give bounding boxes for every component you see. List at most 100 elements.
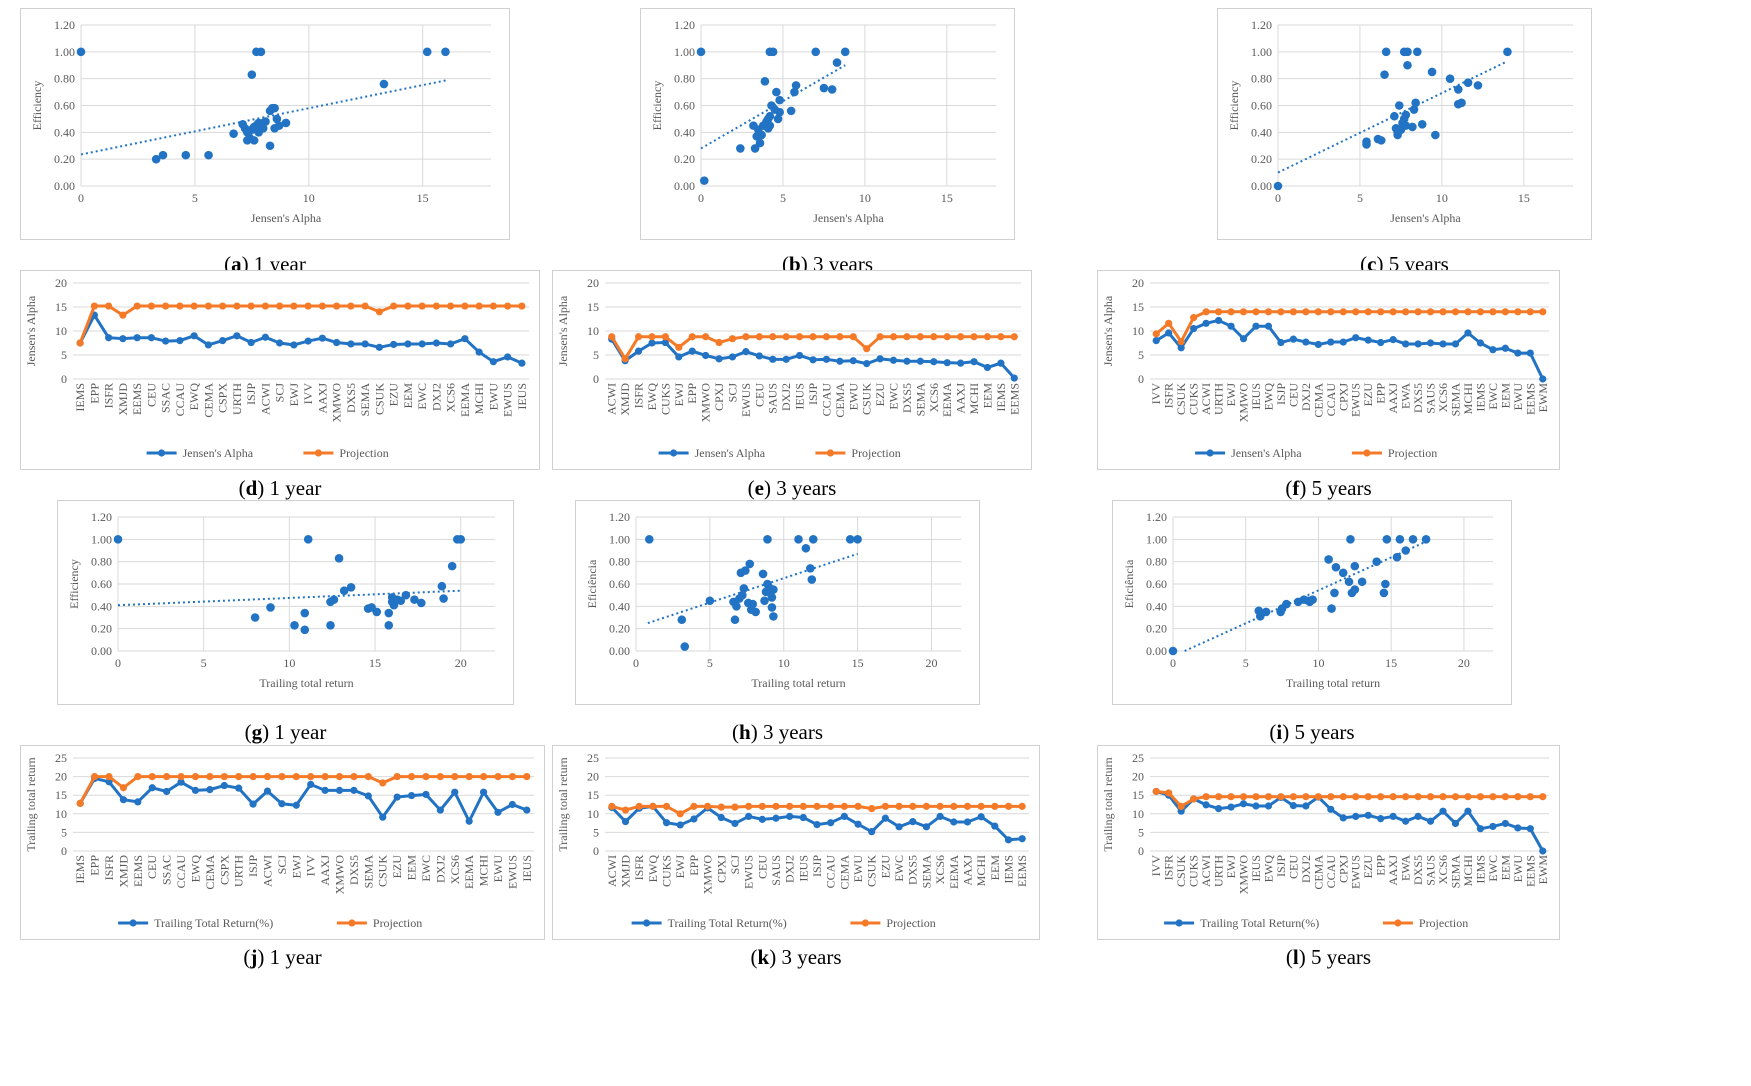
x-tick-label: URTH <box>1212 383 1226 415</box>
series-point <box>703 802 712 810</box>
series-point <box>436 806 444 814</box>
caption-letter: (a) <box>224 252 254 276</box>
y-tick-label: 1.20 <box>674 18 695 32</box>
series-point <box>936 802 944 810</box>
series-line <box>78 776 528 825</box>
scatter-point <box>1401 546 1411 555</box>
y-tick-label: 1.20 <box>1146 510 1167 524</box>
scatter-point <box>1168 646 1178 656</box>
chart-panel-j: 0 5 10 15 20 25 Trailing total return IEMS EPP IS… <box>20 745 545 940</box>
x-tick-label: CEMA <box>201 383 215 418</box>
x-tick-label: CCAU <box>174 855 188 889</box>
series-point <box>1389 308 1397 316</box>
scatter-point <box>229 129 238 138</box>
series-point <box>782 355 790 363</box>
series-point <box>1202 308 1210 316</box>
series-point <box>963 802 972 810</box>
series-point <box>662 802 671 810</box>
series-point <box>422 790 430 799</box>
y-tick-label: 5 <box>61 348 67 362</box>
scatter-point <box>768 47 778 57</box>
series-point <box>943 333 951 341</box>
scatter-point <box>763 535 772 544</box>
series-point <box>795 351 804 360</box>
series-point <box>1514 308 1522 316</box>
series-point <box>119 796 128 804</box>
series-point <box>261 302 269 310</box>
scatter-point <box>417 598 426 608</box>
scatter-point <box>806 564 815 573</box>
series-point <box>1489 822 1497 831</box>
series-point <box>1004 836 1013 844</box>
scatter-point <box>751 607 760 617</box>
scatter-point <box>1445 74 1455 83</box>
x-tick-label: DXJ2 <box>783 855 797 883</box>
series-point <box>1426 339 1435 347</box>
caption-text: 5 years <box>1294 720 1355 744</box>
x-tick-label: SCJ <box>728 855 742 875</box>
series-point <box>361 302 369 310</box>
series-point <box>494 773 502 781</box>
scatter-point <box>767 593 777 602</box>
series-point <box>1364 308 1372 316</box>
scatter-point <box>441 47 450 57</box>
series-point <box>134 773 142 781</box>
figure-caption: (f) 5 years <box>1097 476 1560 501</box>
scatter-point <box>1431 130 1440 140</box>
caption-letter: (f) <box>1285 476 1312 500</box>
series-point <box>1426 793 1435 801</box>
series-line <box>78 312 523 365</box>
series-point <box>688 333 696 341</box>
x-tick-label: EWUS <box>1349 855 1363 889</box>
scatter-point <box>1401 121 1411 130</box>
x-tick-label: EEMA <box>462 855 476 889</box>
chart-panel-g: 0.00 0.20 0.40 0.60 0.80 1.00 1.20 Efficiency 0 5… <box>57 500 514 705</box>
x-tick-label: 10 <box>1436 191 1448 205</box>
series-point <box>1464 329 1472 337</box>
legend-label: Projection <box>1419 916 1468 930</box>
series-point <box>119 784 128 792</box>
x-axis-label: Jensen's Alpha <box>1390 211 1461 225</box>
x-tick-label: 15 <box>941 191 953 205</box>
series-point <box>1514 824 1522 832</box>
series-point <box>1302 793 1310 801</box>
x-tick-label: EWQ <box>187 383 201 411</box>
scatter-point <box>696 47 706 57</box>
series-point <box>1489 793 1497 801</box>
series-point <box>1439 308 1447 316</box>
scatter-point <box>775 95 784 105</box>
caption-letter: (j) <box>243 945 270 969</box>
y-tick-label: 0.00 <box>609 644 630 658</box>
x-tick-label: CEU <box>144 383 158 407</box>
series-point <box>849 357 857 365</box>
x-tick-label: MCHI <box>1461 383 1475 414</box>
scatter-point <box>437 581 447 591</box>
legend-label: Trailing Total Return(%) <box>154 916 273 930</box>
y-tick-label: 0.80 <box>91 555 112 569</box>
series-point <box>690 802 698 810</box>
y-tick-label: 1.20 <box>91 510 112 524</box>
y-axis-label: Trailing total return <box>24 757 38 851</box>
x-tick-label: IEUS <box>515 383 529 410</box>
series-point <box>983 363 992 372</box>
chart-panel-b: 0.00 0.20 0.40 0.60 0.80 1.00 1.20 Efficiency 0 5… <box>640 8 1015 240</box>
x-tick-label: SAUS <box>766 383 780 414</box>
series-point <box>786 812 794 821</box>
x-tick-label: 0 <box>78 191 84 205</box>
series-point <box>249 773 257 781</box>
scatter-point <box>794 535 803 544</box>
scatter-point <box>677 615 687 625</box>
x-tick-label: EZU <box>1361 855 1375 879</box>
x-tick-label: CEMA <box>1311 855 1325 890</box>
scatter-point <box>1421 535 1431 544</box>
x-tick-label: IEMS <box>73 383 87 412</box>
series-point <box>1389 812 1397 821</box>
scatter-point <box>705 596 715 606</box>
x-tick-label: ISFR <box>102 383 116 408</box>
scatter-point <box>808 535 818 544</box>
x-tick-label: CPXJ <box>1336 383 1350 411</box>
scatter-point <box>1282 599 1291 609</box>
series-point <box>1252 322 1260 330</box>
series-point <box>1227 803 1235 811</box>
x-tick-label: EWUS <box>1349 383 1363 417</box>
